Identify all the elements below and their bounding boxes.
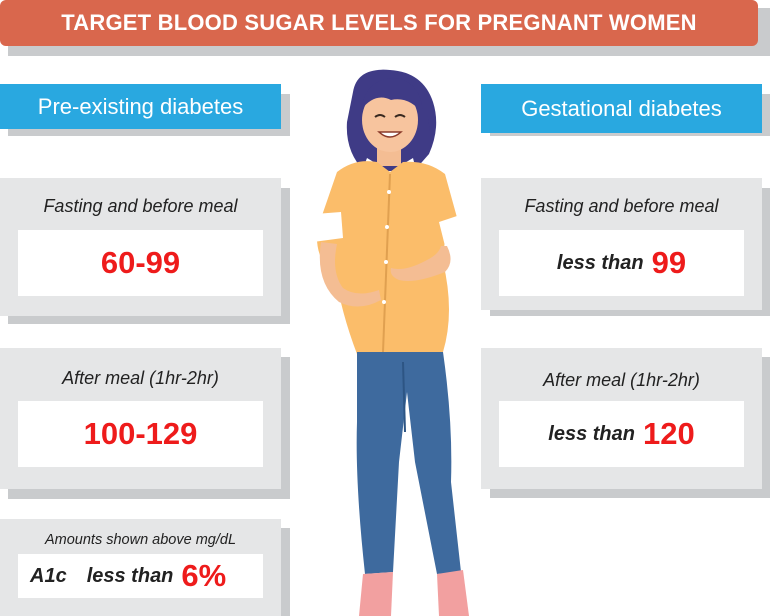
left-fasting-title: Fasting and before meal bbox=[43, 196, 238, 216]
a1c-label: A1c bbox=[30, 564, 67, 587]
right-fasting-title: Fasting and before meal bbox=[524, 196, 719, 216]
right-after-title: After meal (1hr-2hr) bbox=[543, 370, 700, 390]
right-after-value-box: less than 120 bbox=[499, 401, 744, 467]
title-banner: TARGET BLOOD SUGAR LEVELS FOR PREGNANT W… bbox=[0, 0, 758, 46]
a1c-value: 6% bbox=[181, 558, 227, 593]
right-after-card: After meal (1hr-2hr) less than 120 bbox=[481, 348, 762, 489]
right-fasting-card: Fasting and before meal less than 99 bbox=[481, 178, 762, 310]
gestational-label: Gestational diabetes bbox=[481, 84, 762, 133]
right-fasting-value-box: less than 99 bbox=[499, 230, 744, 296]
a1c-prefix: less than bbox=[86, 564, 174, 587]
pre-existing-label: Pre-existing diabetes bbox=[0, 84, 281, 129]
page-title: TARGET BLOOD SUGAR LEVELS FOR PREGNANT W… bbox=[61, 10, 697, 35]
right-fasting-value: 99 bbox=[651, 245, 687, 280]
left-after-card: After meal (1hr-2hr) 100-129 bbox=[0, 348, 281, 489]
right-after-prefix: less than bbox=[548, 422, 635, 445]
gestational-label-text: Gestational diabetes bbox=[521, 95, 722, 121]
a1c-card: Amounts shown above mg/dL A1c less than … bbox=[0, 519, 281, 616]
left-after-title: After meal (1hr-2hr) bbox=[62, 368, 219, 388]
left-fasting-value-box: 60-99 bbox=[18, 230, 263, 296]
right-after-value: 120 bbox=[642, 416, 695, 451]
left-after-value: 100-129 bbox=[83, 416, 198, 451]
left-after-value-box: 100-129 bbox=[18, 401, 263, 467]
left-fasting-value: 60-99 bbox=[100, 245, 181, 280]
right-fasting-prefix: less than bbox=[556, 251, 644, 274]
left-fasting-card: Fasting and before meal 60-99 bbox=[0, 178, 281, 316]
a1c-value-box: A1c less than 6% bbox=[18, 554, 263, 598]
pre-existing-label-text: Pre-existing diabetes bbox=[37, 93, 244, 119]
pregnant-woman-illustration bbox=[313, 69, 469, 616]
units-note: Amounts shown above mg/dL bbox=[44, 532, 237, 548]
